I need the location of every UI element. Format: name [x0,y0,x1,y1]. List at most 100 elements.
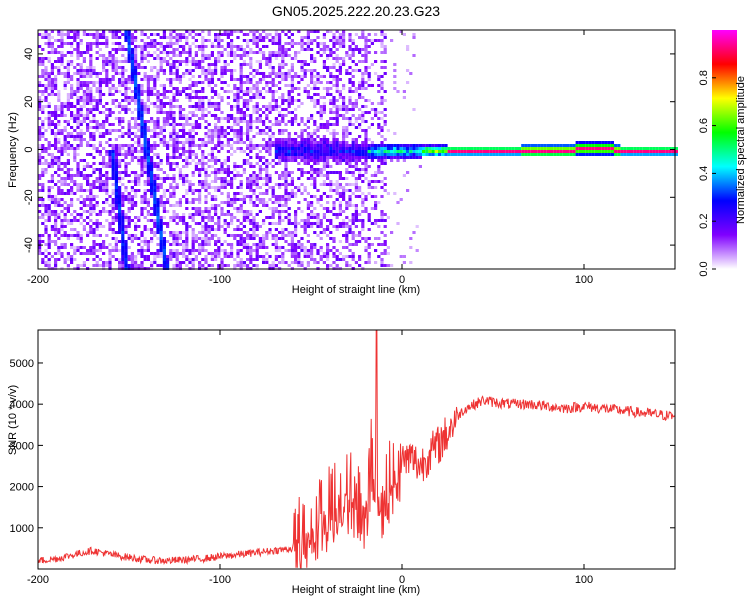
heatmap-cell [329,219,333,222]
heatmap-cell [175,33,179,36]
heatmap-cell [367,216,371,219]
heatmap-cell [329,81,333,84]
heatmap-cell [316,189,320,192]
heatmap-cell [153,231,157,234]
heatmap-cell [166,42,170,45]
heatmap-cell [124,132,128,135]
heatmap-cell [63,225,67,228]
heatmap-cell [252,87,256,90]
heatmap-cell [60,129,64,132]
heatmap-cell [367,261,371,264]
heatmap-cell [335,144,339,147]
heatmap-cell [383,48,387,51]
heatmap-cell [326,255,330,258]
heatmap-cell [294,153,298,156]
heatmap-cell [50,111,54,114]
heatmap-cell [316,126,320,129]
heatmap-cell [79,252,83,255]
heatmap-cell [236,186,240,189]
heatmap-cell [300,141,304,144]
heatmap-cell [262,243,266,246]
heatmap-cell [354,48,358,51]
heatmap-cell [242,159,246,162]
heatmap-cell [82,159,86,162]
heatmap-cell [239,258,243,261]
heatmap-cell [150,171,154,174]
heatmap-cell [351,147,355,150]
heatmap-cell [143,249,147,252]
heatmap-cell [92,252,96,255]
heatmap-cell [95,261,99,264]
heatmap-cell [143,135,147,138]
heatmap-cell [172,147,176,150]
heatmap-cell [412,54,416,57]
heatmap-cell [41,201,45,204]
heatmap-cell [265,108,269,111]
heatmap-cell [274,108,278,111]
heatmap-cell [217,216,221,219]
heatmap-cell [137,264,141,267]
heatmap-cell [518,150,522,153]
heatmap-cell [383,90,387,93]
heatmap-cell [297,207,301,210]
heatmap-cell [118,147,122,150]
heatmap-cell [287,138,291,141]
heatmap-cell [326,210,330,213]
heatmap-cell [319,153,323,156]
heatmap-cell [204,135,208,138]
heatmap-cell [162,180,166,183]
heatmap-cell [255,36,259,39]
heatmap-cell [351,69,355,72]
heatmap-cell [182,249,186,252]
heatmap-cell [249,126,253,129]
heatmap-cell [169,135,173,138]
heatmap-cell [537,147,541,150]
heatmap-cell [274,249,278,252]
heatmap-cell [108,30,112,33]
heatmap-cell [255,96,259,99]
heatmap-cell [284,150,288,153]
heatmap-cell [284,201,288,204]
heatmap-cell [41,222,45,225]
heatmap-cell [214,240,218,243]
heatmap-cell [326,69,330,72]
heatmap-cell [335,225,339,228]
heatmap-cell [230,201,234,204]
heatmap-cell [105,264,109,267]
heatmap-cell [252,111,256,114]
heatmap-cell [313,156,317,159]
heatmap-cell [329,87,333,90]
heatmap-cell [172,138,176,141]
heatmap-cell [137,102,141,105]
heatmap-cell [124,174,128,177]
heatmap-cell [98,132,102,135]
heatmap-cell [265,234,269,237]
heatmap-cell [300,75,304,78]
heatmap-cell [220,69,224,72]
heatmap-cell [150,186,154,189]
heatmap-cell [233,141,237,144]
heatmap-cell [146,228,150,231]
heatmap-cell [175,138,179,141]
heatmap-cell [38,189,42,192]
heatmap-cell [534,144,538,147]
heatmap-cell [220,171,224,174]
heatmap-cell [310,72,314,75]
heatmap-cell [313,162,317,165]
heatmap-cell [44,72,48,75]
heatmap-cell [146,174,150,177]
heatmap-cell [118,45,122,48]
heatmap-cell [242,210,246,213]
heatmap-cell [294,108,298,111]
heatmap-cell [262,258,266,261]
heatmap-cell [351,165,355,168]
heatmap-cell [262,198,266,201]
heatmap-cell [86,126,90,129]
heatmap-cell [530,153,534,156]
heatmap-cell [76,30,80,33]
heatmap-cell [226,141,230,144]
heatmap-cell [239,135,243,138]
heatmap-cell [127,210,131,213]
heatmap-cell [127,222,131,225]
heatmap-cell [153,192,157,195]
